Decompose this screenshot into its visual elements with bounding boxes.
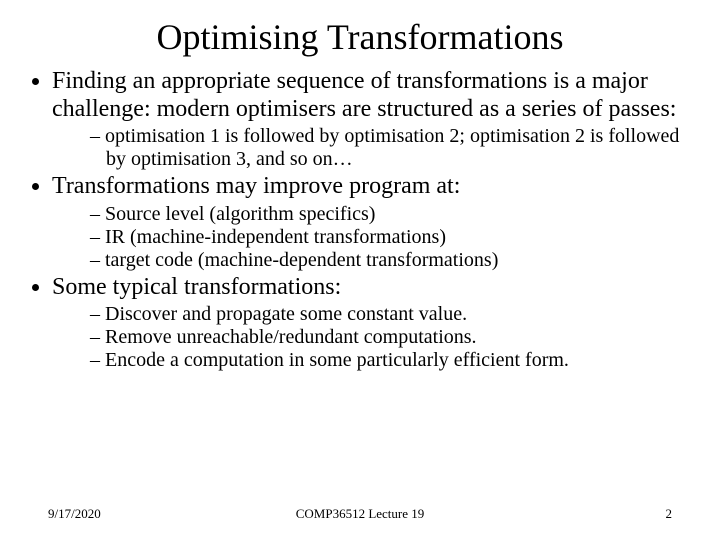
sub-item: Remove unreachable/redundant computation…	[90, 326, 700, 349]
sub-item: Source level (algorithm specifics)	[90, 203, 700, 226]
footer-date: 9/17/2020	[48, 506, 101, 522]
sub-item: Encode a computation in some particularl…	[90, 349, 700, 372]
slide: Optimising Transformations Finding an ap…	[0, 0, 720, 540]
bullet-item: Finding an appropriate sequence of trans…	[52, 68, 700, 171]
sub-item: optimisation 1 is followed by optimisati…	[90, 125, 700, 171]
sub-item: IR (machine-independent transformations)	[90, 226, 700, 249]
bullet-text: Finding an appropriate sequence of trans…	[52, 68, 676, 122]
sub-item: Discover and propagate some constant val…	[90, 303, 700, 326]
footer-page: 2	[666, 506, 673, 522]
bullet-item: Some typical transformations: Discover a…	[52, 274, 700, 373]
bullet-text: Transformations may improve program at:	[52, 173, 460, 199]
footer: 9/17/2020 COMP36512 Lecture 19 2	[0, 506, 720, 522]
bullet-item: Transformations may improve program at: …	[52, 173, 700, 272]
sub-list: Discover and propagate some constant val…	[62, 303, 700, 372]
sub-list: optimisation 1 is followed by optimisati…	[62, 125, 700, 171]
bullet-list: Finding an appropriate sequence of trans…	[26, 68, 700, 372]
footer-center: COMP36512 Lecture 19	[0, 506, 720, 522]
slide-title: Optimising Transformations	[20, 16, 700, 58]
sub-item: target code (machine-dependent transform…	[90, 249, 700, 272]
bullet-text: Some typical transformations:	[52, 274, 341, 300]
sub-list: Source level (algorithm specifics) IR (m…	[62, 203, 700, 272]
